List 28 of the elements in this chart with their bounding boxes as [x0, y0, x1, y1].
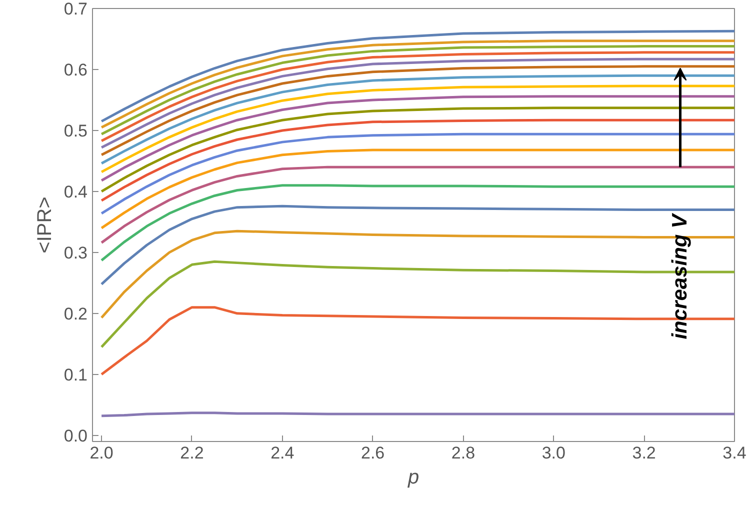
y-tick-label: 0.6 [64, 60, 88, 80]
line-series [100, 74, 734, 165]
x-tick-label: 3.0 [542, 444, 566, 462]
y-tick-label: 0.3 [64, 243, 88, 262]
y-tick-label: 0.0 [64, 426, 88, 446]
line-series [100, 30, 734, 123]
y-tick-label: 0.4 [64, 182, 88, 202]
line-series [100, 65, 734, 156]
x-tick-label: 2.0 [90, 444, 114, 462]
line-series [100, 148, 734, 230]
x-tick-label: 2.4 [270, 444, 294, 462]
y-tick-label: 0.7 [64, 0, 88, 18]
y-tick-label: 0.2 [64, 304, 88, 324]
x-axis-title: p [406, 466, 420, 488]
line-series [100, 118, 734, 202]
line-series [100, 106, 734, 193]
line-series [100, 84, 734, 174]
annotation: increasing V [668, 212, 692, 340]
x-tick-label: 3.2 [632, 444, 656, 462]
y-tick-label: 0.1 [64, 365, 88, 384]
line-series [100, 95, 734, 182]
x-tick-label: 2.2 [180, 444, 204, 462]
y-axis-title: <IPR> [34, 196, 56, 254]
x-tick-label: 2.8 [451, 444, 476, 462]
y-tick-label: 0.5 [64, 121, 88, 140]
x-tick-label: 2.6 [360, 444, 385, 462]
line-series [100, 132, 734, 215]
x-tick-label: 3.4 [722, 444, 746, 462]
